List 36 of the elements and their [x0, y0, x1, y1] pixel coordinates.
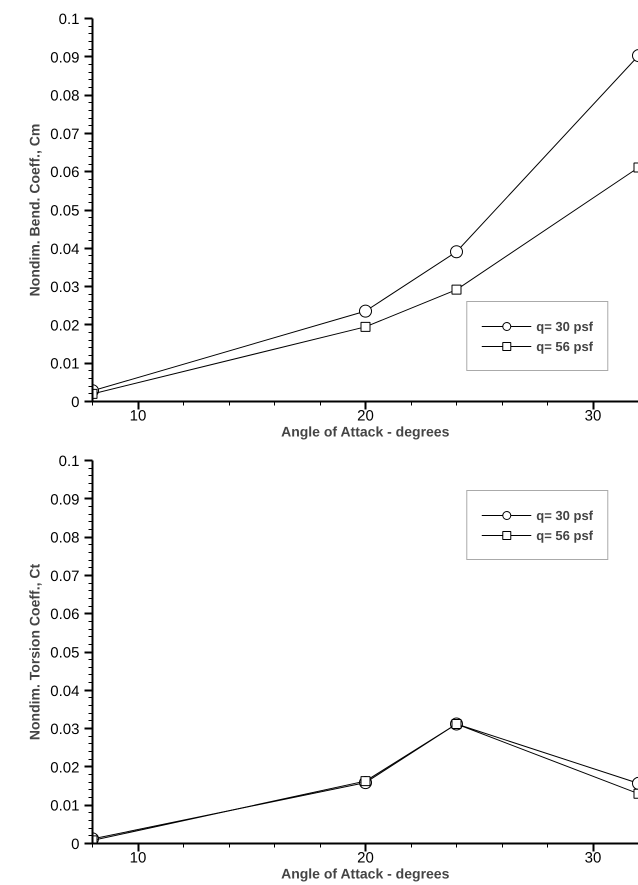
y-tick-label: 0.05	[50, 644, 80, 662]
y-tick-label: 0.02	[50, 759, 80, 776]
y-tick-label: 0	[71, 394, 80, 411]
y-tick-label: 0.04	[50, 682, 80, 700]
y-axis-title: Nondim. Torsion Coeff., Ct	[26, 564, 42, 740]
y-tick-label: 0.06	[50, 606, 80, 624]
x-tick-label: 30	[584, 408, 602, 424]
y-tick-label: 0.07	[50, 568, 80, 585]
y-tick-label: 0.02	[50, 317, 80, 334]
y-tick-label: 0.05	[50, 202, 80, 220]
y-tick-label: 0.1	[58, 11, 80, 28]
y-tick-label: 0.03	[50, 279, 80, 296]
legend-label: q= 30 psf	[536, 507, 593, 523]
y-tick-label: 0.08	[50, 530, 80, 547]
y-tick-label: 0	[71, 836, 80, 853]
legend-label: q= 30 psf	[536, 318, 593, 334]
x-tick-label: 20	[357, 850, 374, 866]
y-tick-label: 0.09	[50, 491, 80, 508]
x-tick-label: 30	[584, 850, 602, 866]
y-axis-title: Nondim. Bend. Coeff., Cm	[26, 124, 42, 296]
y-tick-label: 0.01	[50, 356, 80, 373]
x-axis-title: Angle of Attack - degrees	[281, 866, 450, 882]
legend-label: q= 56 psf	[536, 338, 593, 354]
y-tick-label: 0.09	[50, 49, 80, 66]
x-tick-label: 10	[130, 408, 146, 424]
x-axis-title: Angle of Attack - degrees	[281, 424, 450, 440]
y-tick-label: 0.01	[50, 798, 80, 815]
y-tick-label: 0.03	[50, 721, 80, 738]
y-tick-label: 0.1	[58, 453, 80, 470]
x-tick-label: 10	[130, 850, 146, 866]
y-tick-label: 0.07	[50, 126, 80, 143]
y-tick-label: 0.04	[50, 240, 80, 258]
y-tick-label: 0.08	[50, 88, 80, 105]
y-tick-label: 0.06	[50, 164, 80, 182]
legend-label: q= 56 psf	[536, 527, 593, 543]
x-tick-label: 20	[357, 408, 374, 424]
